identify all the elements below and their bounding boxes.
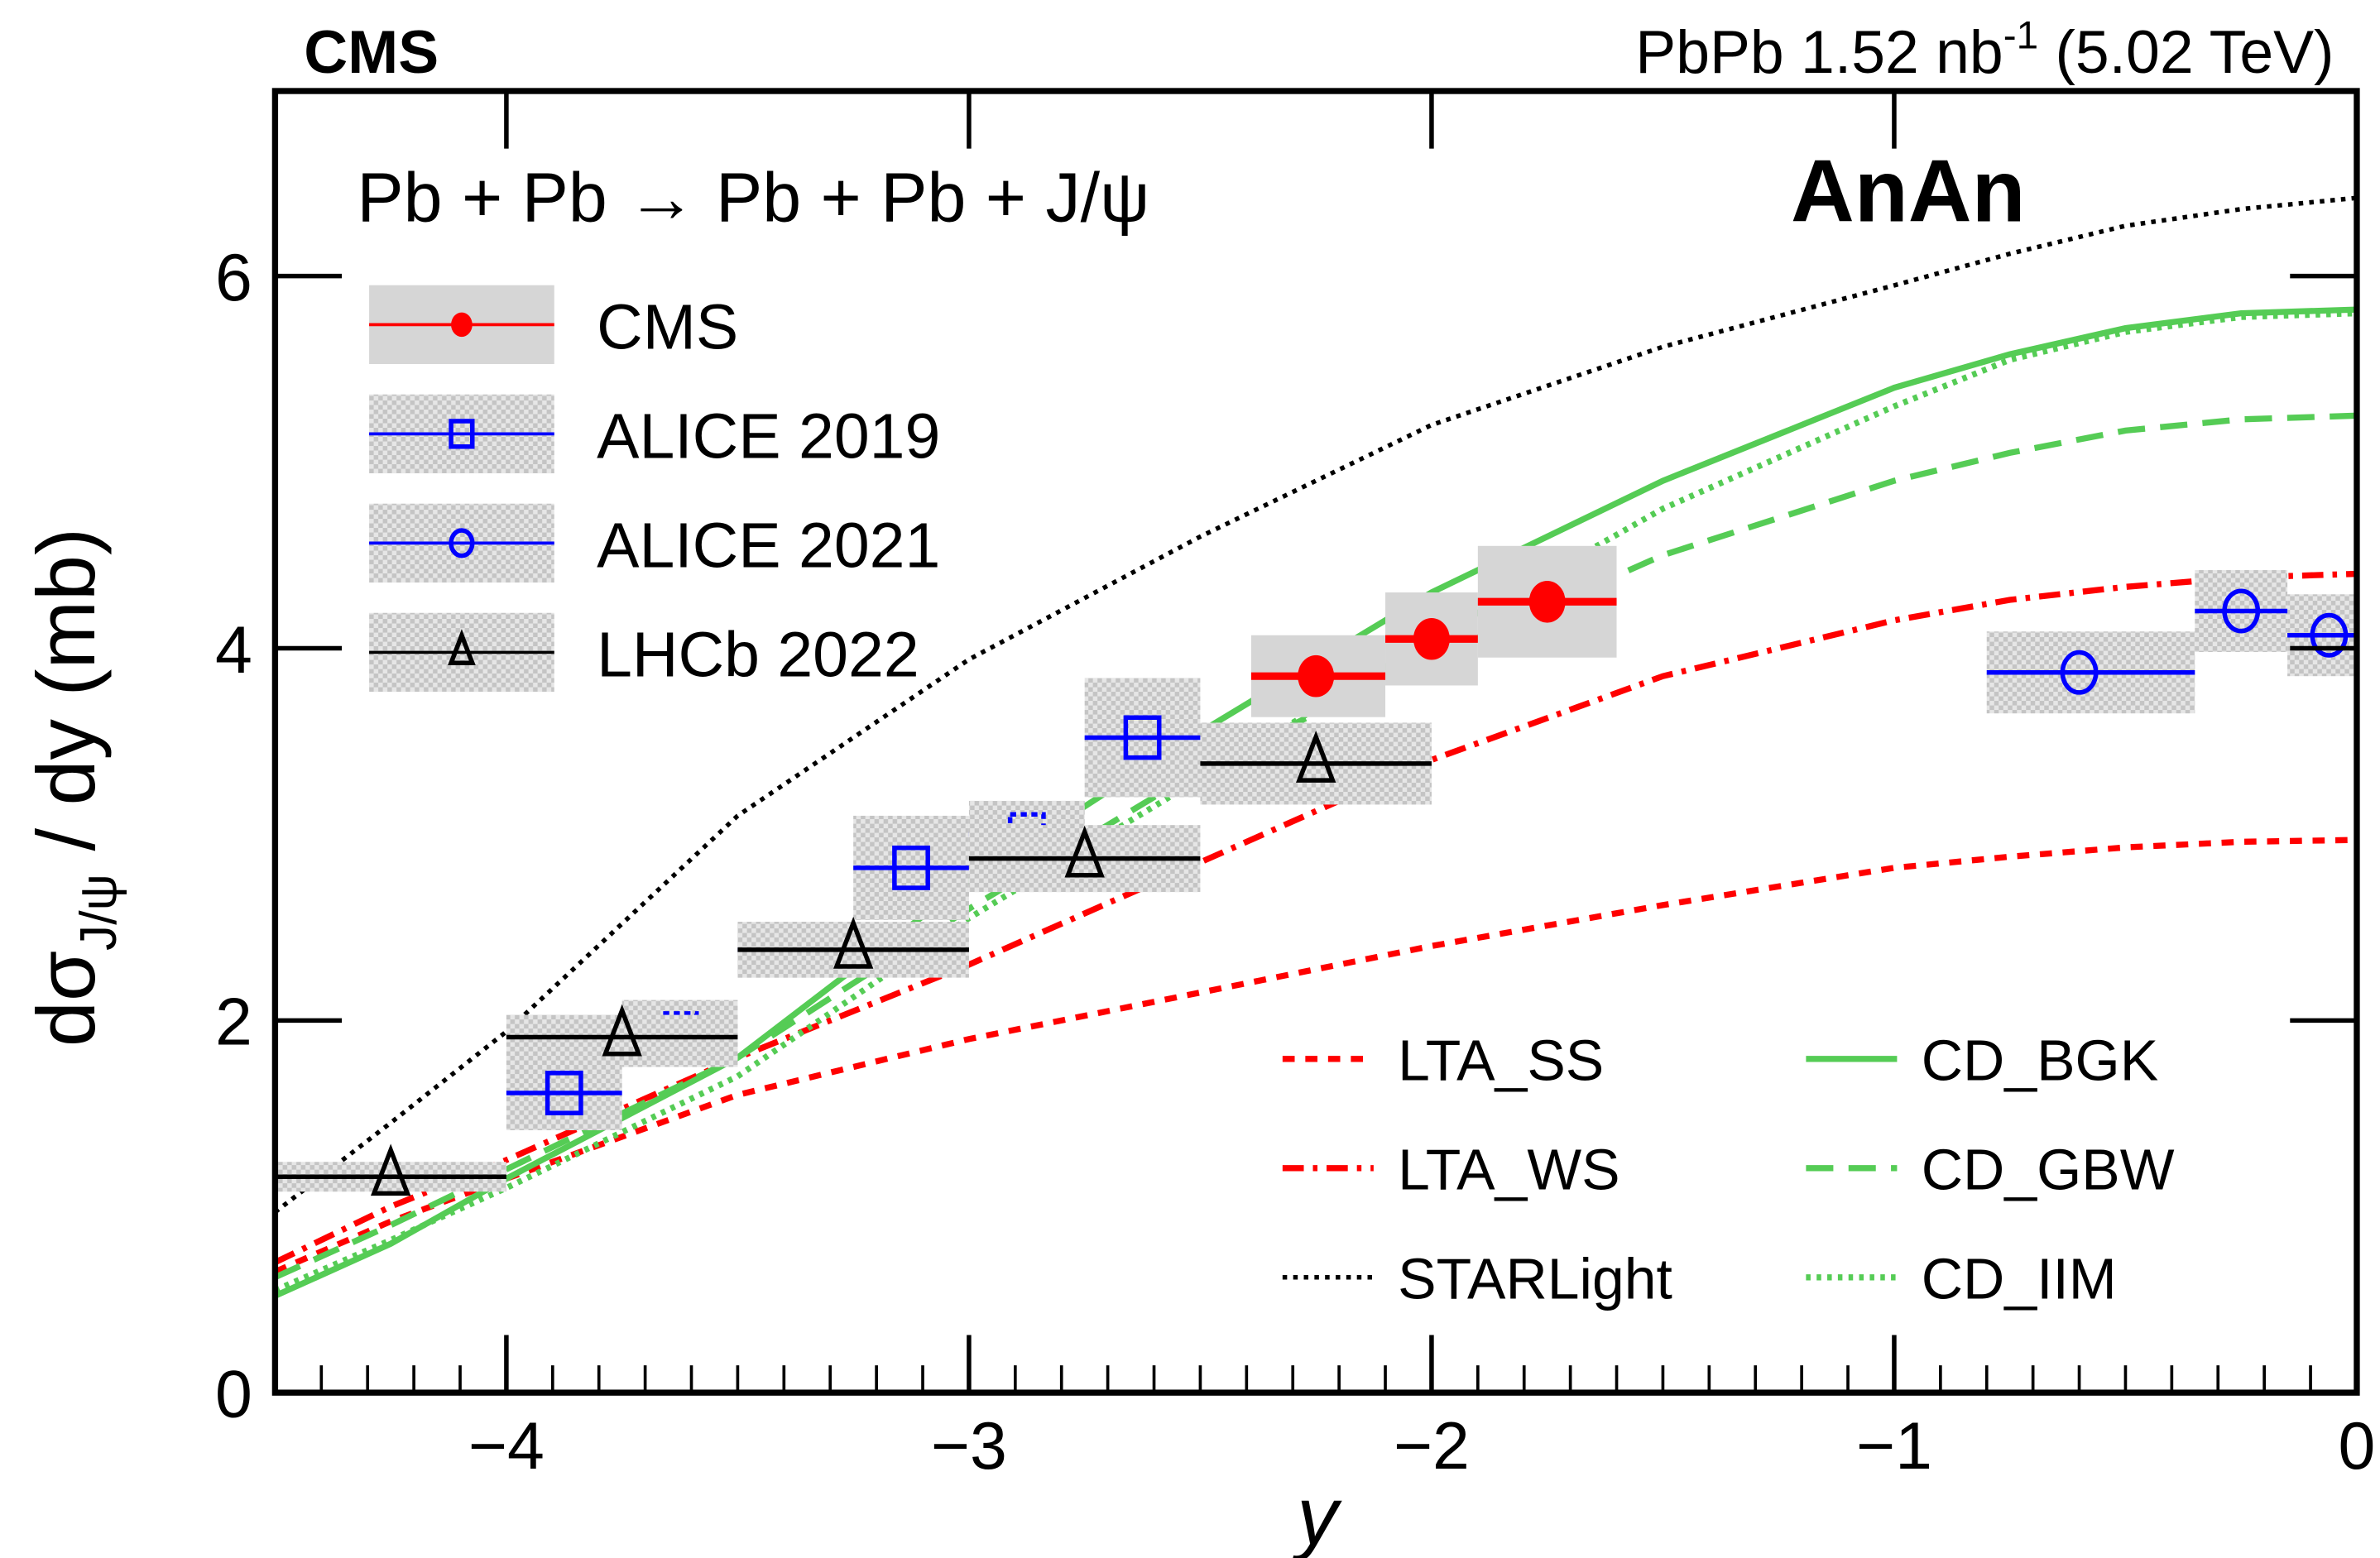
- legend-label: CD_BGK: [1922, 1028, 2158, 1092]
- series-alice-2021: [1986, 570, 2357, 714]
- legend-label: LTA_WS: [1398, 1137, 1619, 1201]
- marker-triangle-open: [1296, 731, 1336, 783]
- data-point: [1986, 650, 2195, 695]
- marker-square-open: [449, 419, 475, 449]
- data-point: [1477, 580, 1617, 623]
- plot-frame: [271, 88, 2360, 1396]
- data-points: [275, 545, 2357, 1196]
- legend-entry: LHCb 2022: [369, 612, 919, 693]
- marker-circle: [1298, 654, 1335, 698]
- marker-circle-open: [2310, 612, 2349, 658]
- cms-label: CMS: [304, 18, 439, 86]
- data-point: [1385, 617, 1478, 660]
- marker-triangle-open: [370, 1143, 411, 1196]
- legend-entry: ALICE 2021: [369, 503, 940, 583]
- legend-label: STARLight: [1398, 1246, 1672, 1311]
- x-tick-label: −3: [931, 1409, 1007, 1484]
- x-tick-label: −4: [468, 1409, 545, 1484]
- x-tick-label: 0: [2339, 1409, 2376, 1484]
- legend-entry: LTA_WS: [1282, 1137, 1620, 1201]
- model-curve-lta_ws: [273, 570, 2358, 1266]
- process-label: Pb + Pb → Pb + Pb + J/ψ: [357, 159, 1149, 237]
- legend-label: LTA_SS: [1398, 1028, 1604, 1092]
- data-point: [2287, 612, 2357, 658]
- series-alice-2019: [506, 678, 1201, 1131]
- marker-triangle-open: [1064, 825, 1105, 878]
- data-point: [853, 845, 969, 890]
- legend-label: ALICE 2019: [597, 401, 940, 472]
- lumi-label: PbPb 1.52 nb-1 (5.02 TeV): [1635, 14, 2334, 86]
- marker-circle: [1528, 580, 1566, 623]
- legend-label: CD_GBW: [1922, 1137, 2175, 1201]
- marker-circle: [1413, 617, 1450, 660]
- y-axis-label: dσJ/ψ / dy (mb): [20, 528, 127, 1047]
- legend-entry: CD_BGK: [1806, 1028, 2158, 1092]
- model-legend: LTA_SS LTA_WS STARLight CD_BGK CD_GBW CD_IIM: [1282, 1028, 2175, 1311]
- marker-circle-open: [2222, 588, 2261, 634]
- series-lhcb-2022: [275, 722, 1432, 1196]
- axis-ticks: −4 −3 −2 −1 0 0 2 4 6: [215, 91, 2375, 1484]
- legend-label: LHCb 2022: [597, 620, 919, 691]
- marker-square-open: [545, 1071, 583, 1115]
- marker-triangle-open: [602, 1004, 642, 1057]
- x-tick-label: −1: [1856, 1409, 1932, 1484]
- data-point: [1084, 715, 1201, 760]
- marker-square-open: [892, 845, 930, 890]
- legend-entry: ALICE 2019: [369, 394, 940, 474]
- y-tick-label: 0: [215, 1357, 252, 1431]
- marker-square-open: [1123, 715, 1162, 760]
- data-point: [1200, 731, 1432, 783]
- data-point: [2195, 588, 2288, 634]
- data-point: [1250, 654, 1386, 698]
- y-tick-label: 6: [215, 241, 252, 315]
- legend-label: CD_IIM: [1922, 1246, 2117, 1311]
- x-tick-label: −2: [1394, 1409, 1470, 1484]
- y-tick-label: 2: [215, 985, 252, 1060]
- data-legend: CMS ALICE 2019 ALICE 2021 LHCb 2022: [369, 285, 940, 693]
- marker-triangle-open: [448, 629, 476, 665]
- legend-entry: CD_GBW: [1806, 1137, 2175, 1201]
- marker-triangle-open: [833, 916, 874, 969]
- data-point: [275, 1143, 506, 1196]
- marker-circle-open: [2060, 650, 2099, 695]
- data-point: [506, 1004, 738, 1057]
- legend-entry: STARLight: [1282, 1246, 1672, 1311]
- data-point: [506, 1071, 622, 1115]
- legend-entry: CD_IIM: [1806, 1246, 2117, 1311]
- legend-entry: LTA_SS: [1282, 1028, 1604, 1092]
- class-label: AnAn: [1791, 142, 2025, 241]
- legend-entry: CMS: [369, 285, 738, 365]
- series-cms: [1250, 545, 1617, 717]
- data-point: [737, 916, 969, 969]
- y-tick-label: 4: [215, 613, 252, 688]
- marker-circle-open: [449, 528, 475, 558]
- data-point: [968, 825, 1201, 878]
- x-axis-label: y: [1292, 1469, 1342, 1558]
- legend-label: ALICE 2021: [597, 511, 940, 582]
- marker-circle: [451, 312, 473, 338]
- legend-label: CMS: [597, 292, 738, 363]
